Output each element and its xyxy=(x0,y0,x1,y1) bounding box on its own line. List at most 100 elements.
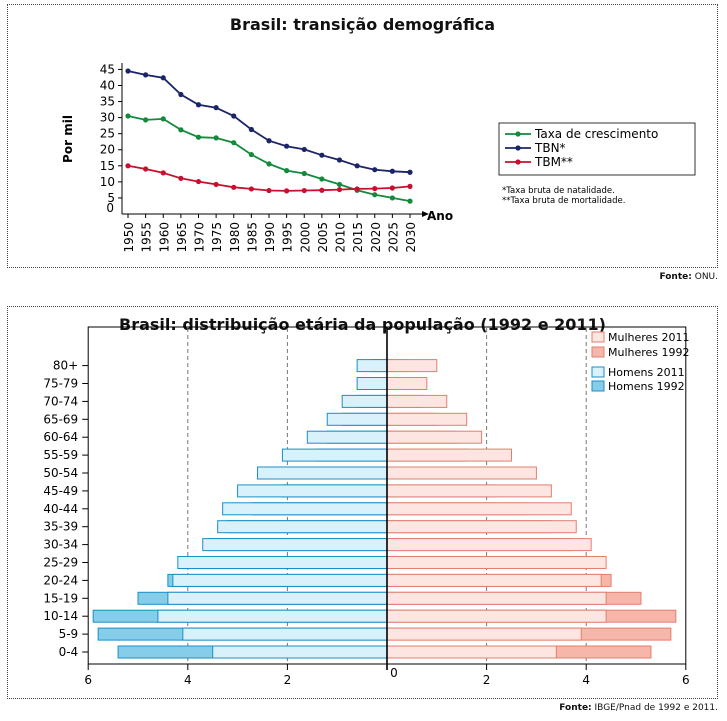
data-point xyxy=(336,186,343,193)
x-tick-label: 4 xyxy=(582,673,590,687)
source-text: ONU. xyxy=(694,272,718,282)
y-tick-label: 60-64 xyxy=(43,430,78,444)
y-tick-label: 20 xyxy=(100,143,115,157)
data-point xyxy=(389,168,395,174)
data-point xyxy=(372,192,378,198)
x-tick-label: 1965 xyxy=(175,222,189,253)
series-line xyxy=(127,70,411,174)
x-tick-label: 1975 xyxy=(210,222,224,253)
legend-label: Taxa de crescimento xyxy=(534,127,658,141)
y-tick-label: 30-34 xyxy=(43,538,78,552)
legend-swatch-marker xyxy=(515,145,521,151)
source-note: Fonte: ONU. xyxy=(659,272,718,282)
footnote: *Taxa bruta de natalidade. xyxy=(502,186,615,196)
data-point xyxy=(301,146,307,153)
data-point xyxy=(195,102,202,108)
y-tick-label: 5-9 xyxy=(59,627,79,641)
bar-women-2011 xyxy=(386,627,582,641)
bar-men-2011 xyxy=(257,466,388,480)
bar-women-2011 xyxy=(386,412,468,426)
bar-women-2011 xyxy=(386,573,602,587)
bar-men-2011 xyxy=(356,359,388,373)
data-point xyxy=(231,140,237,146)
x-tick-label: 1960 xyxy=(157,222,171,253)
bar-women-2011 xyxy=(386,484,552,498)
y-tick-label: 75-79 xyxy=(43,377,78,391)
data-point xyxy=(284,188,290,194)
data-point xyxy=(125,68,131,74)
y-tick-label: 15-19 xyxy=(43,591,78,605)
y-tick-label: 0 xyxy=(106,201,114,215)
y-tick-label: 10-14 xyxy=(43,609,78,623)
data-point xyxy=(178,175,184,181)
data-point xyxy=(301,187,307,194)
data-point xyxy=(143,117,149,123)
data-point xyxy=(407,169,413,175)
data-point xyxy=(248,186,254,192)
data-point xyxy=(160,170,166,176)
data-point xyxy=(372,186,378,192)
bar-men-2011 xyxy=(326,412,388,426)
bar-men-2011 xyxy=(341,394,388,408)
chart-title: Brasil: distribuição etária da população… xyxy=(119,315,606,334)
bar-men-2011 xyxy=(172,573,388,587)
y-tick-label: 10 xyxy=(100,175,115,189)
data-point xyxy=(178,91,184,98)
data-point xyxy=(407,198,413,204)
data-point xyxy=(160,116,166,122)
data-point xyxy=(354,186,360,192)
y-tick-label: 80+ xyxy=(53,359,78,373)
data-point xyxy=(248,151,254,158)
x-tick-label: 1995 xyxy=(281,222,295,253)
data-point xyxy=(213,181,219,188)
x-tick-label: 1955 xyxy=(140,222,154,253)
x-tick-label: 2000 xyxy=(298,222,312,253)
x-tick-label: 2 xyxy=(284,673,292,687)
legend-swatch-marker xyxy=(515,159,521,165)
data-point xyxy=(160,75,166,81)
x-tick-label: 1950 xyxy=(122,222,136,253)
x-tick-label: 2 xyxy=(483,673,491,687)
data-point xyxy=(248,126,254,133)
x-axis-label: Ano xyxy=(427,209,453,223)
age-pyramid-chart: 0-4 5-9 10-14 15-19 20-24 25-29 30-34 35-39 40-4… xyxy=(43,326,690,687)
legend-label: Homens 2011 xyxy=(608,366,685,379)
data-point xyxy=(231,184,237,190)
y-tick-label: 65-69 xyxy=(43,412,78,426)
bar-women-2011 xyxy=(386,448,512,462)
legend-label: Mulheres 1992 xyxy=(608,346,690,359)
legend-label: Homens 1992 xyxy=(608,380,685,393)
bar-women-2011 xyxy=(386,645,557,659)
legend-swatch xyxy=(591,331,605,343)
x-tick-label: 2030 xyxy=(404,222,418,253)
source-note: Fonte: IBGE/Pnad de 1992 e 2011. xyxy=(559,703,718,713)
data-point xyxy=(336,181,343,188)
source-text: IBGE/Pnad de 1992 e 2011. xyxy=(594,703,718,713)
data-point xyxy=(319,176,325,182)
bar-women-2011 xyxy=(386,430,483,444)
bar-women-2011 xyxy=(386,377,428,390)
bar-men-2011 xyxy=(177,556,388,569)
bar-men-2011 xyxy=(237,484,388,498)
x-tick-label: 2010 xyxy=(334,222,348,253)
data-point xyxy=(284,143,290,149)
x-tick-label: 1990 xyxy=(263,222,277,253)
footnote: **Taxa bruta de mortalidade. xyxy=(502,196,625,206)
x-tick-label: 2025 xyxy=(386,222,400,253)
y-axis-label: Por mil xyxy=(61,115,75,163)
y-tick-label: 50-54 xyxy=(43,466,78,480)
x-tick-label: 2015 xyxy=(351,222,365,253)
data-point xyxy=(125,113,131,119)
bar-men-2011 xyxy=(281,448,388,462)
bar-men-2011 xyxy=(182,627,388,641)
bar-women-2011 xyxy=(386,520,577,534)
legend-label: TBN* xyxy=(534,141,566,155)
y-tick-label: 20-24 xyxy=(43,573,78,587)
legend-box xyxy=(498,122,696,176)
data-point xyxy=(389,195,395,201)
x-tick-label: 6 xyxy=(84,673,92,687)
y-tick-label: 30 xyxy=(100,111,115,125)
data-point xyxy=(319,187,325,193)
data-point xyxy=(266,161,272,167)
data-point xyxy=(213,135,219,141)
